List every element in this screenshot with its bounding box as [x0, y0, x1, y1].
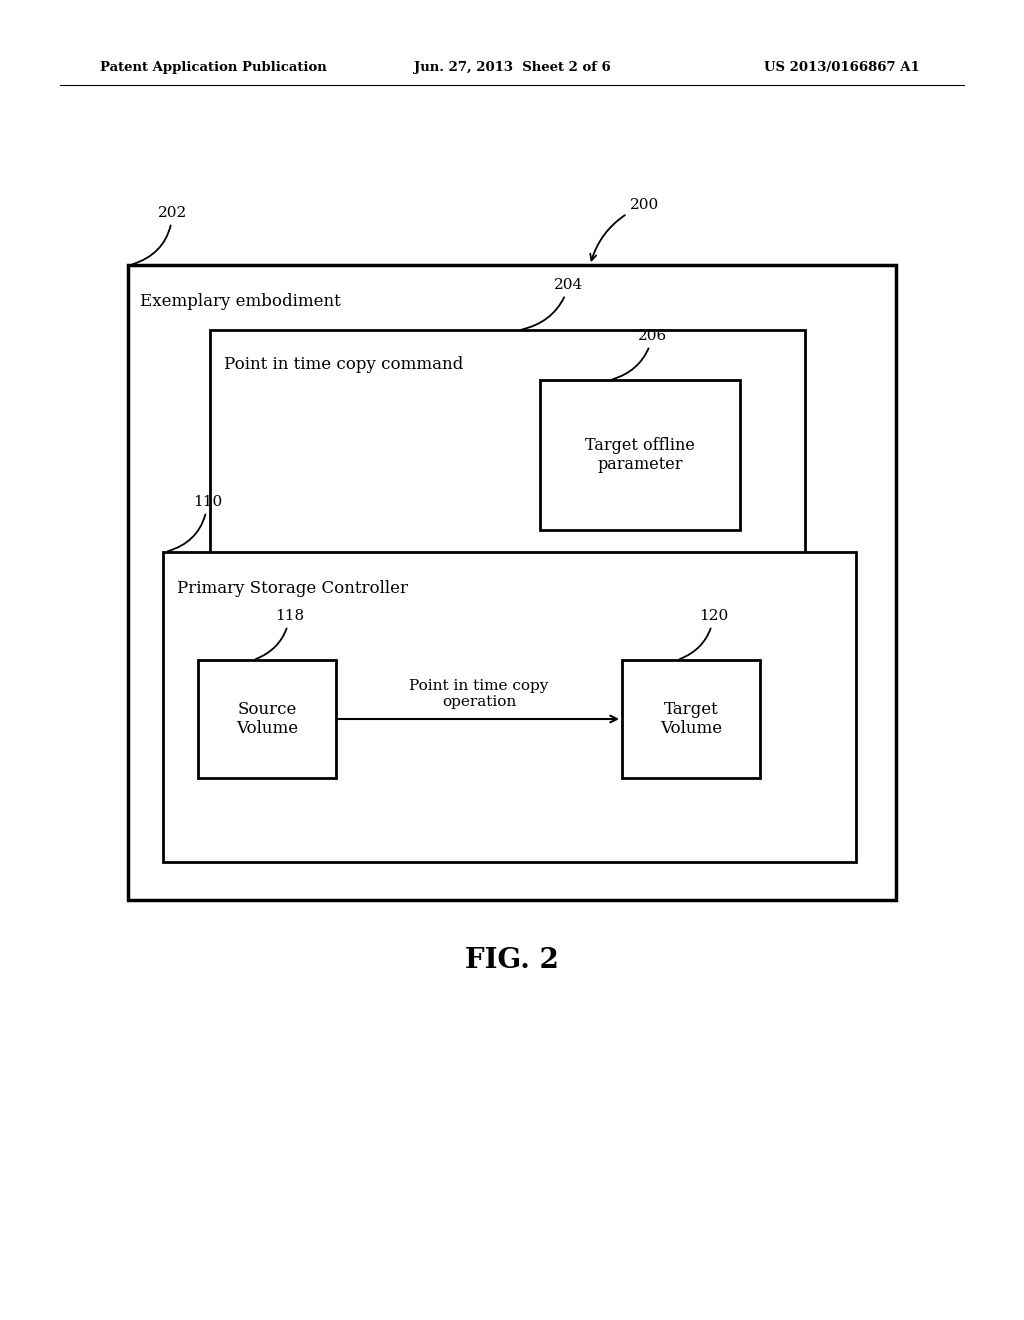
Text: Primary Storage Controller: Primary Storage Controller [177, 579, 408, 597]
Text: Jun. 27, 2013  Sheet 2 of 6: Jun. 27, 2013 Sheet 2 of 6 [414, 62, 610, 74]
Text: 204: 204 [522, 279, 584, 330]
Text: 202: 202 [133, 206, 187, 264]
Text: Target offline
parameter: Target offline parameter [585, 437, 695, 474]
Text: 120: 120 [680, 609, 728, 659]
Bar [540, 380, 740, 531]
Text: 200: 200 [590, 198, 659, 260]
Bar [622, 660, 760, 777]
Text: Point in time copy
operation: Point in time copy operation [410, 678, 549, 709]
Text: FIG. 2: FIG. 2 [465, 946, 559, 974]
Text: 110: 110 [168, 495, 222, 552]
Bar [198, 660, 336, 777]
Bar [210, 330, 805, 560]
Text: US 2013/0166867 A1: US 2013/0166867 A1 [764, 62, 920, 74]
Text: 118: 118 [256, 609, 304, 659]
Bar [163, 552, 856, 862]
Text: Target
Volume: Target Volume [659, 701, 722, 738]
Text: 206: 206 [612, 329, 668, 379]
Text: Source
Volume: Source Volume [236, 701, 298, 738]
Text: Patent Application Publication: Patent Application Publication [100, 62, 327, 74]
Bar [128, 265, 896, 900]
Text: Point in time copy command: Point in time copy command [224, 356, 463, 374]
Text: Exemplary embodiment: Exemplary embodiment [140, 293, 341, 310]
